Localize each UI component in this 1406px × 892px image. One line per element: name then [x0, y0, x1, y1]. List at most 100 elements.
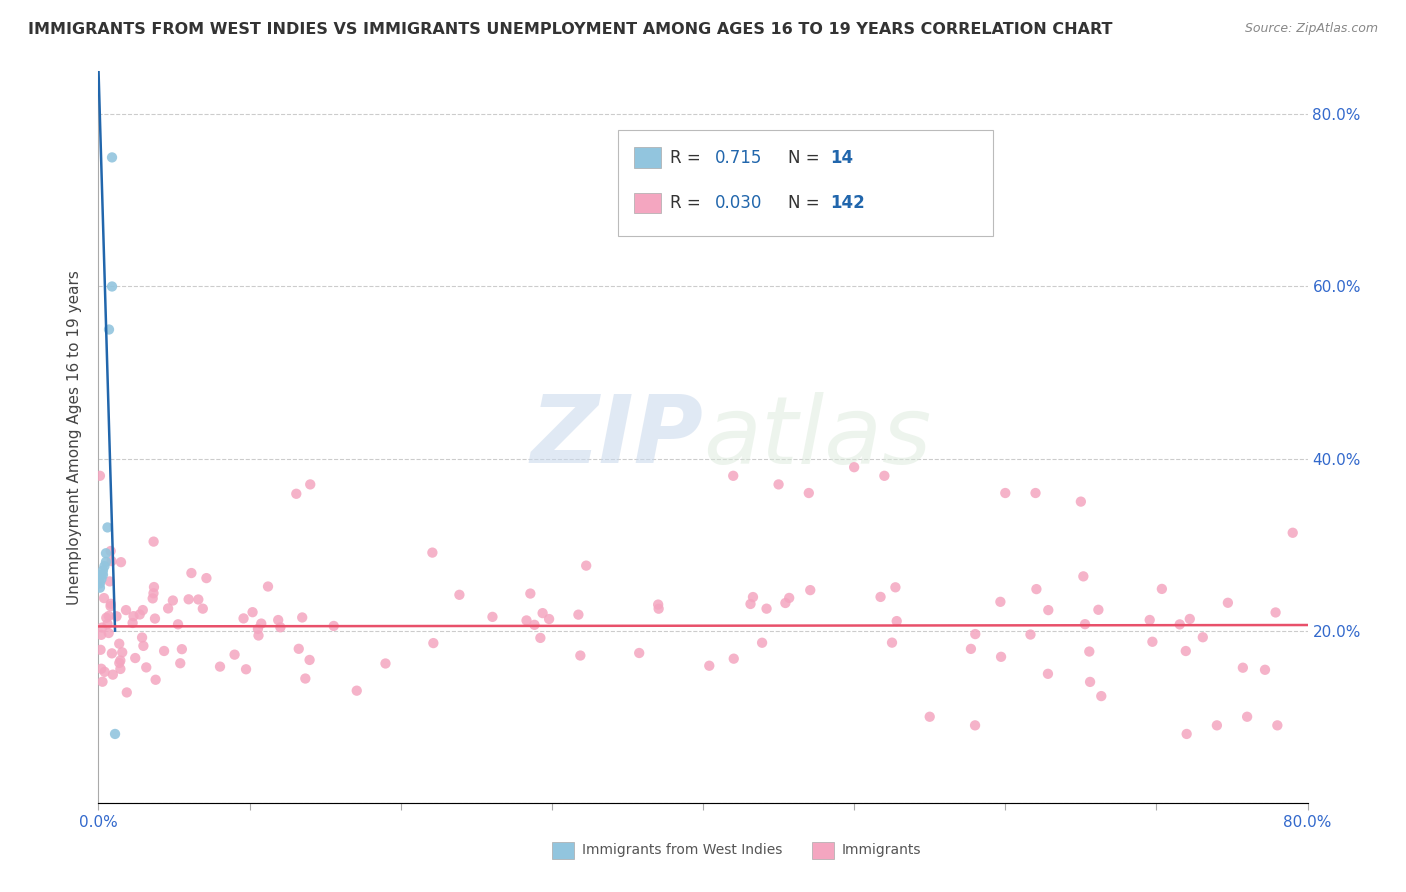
Y-axis label: Unemployment Among Ages 16 to 19 years: Unemployment Among Ages 16 to 19 years	[67, 269, 83, 605]
Point	[115, 603, 138, 617]
Point	[628, 646, 651, 660]
Point	[1281, 525, 1303, 540]
Point	[98, 322, 121, 336]
Point	[1206, 718, 1229, 732]
Point	[111, 645, 134, 659]
Point	[94, 555, 117, 569]
Point	[167, 617, 190, 632]
Text: 0.030: 0.030	[716, 194, 762, 212]
Point	[797, 486, 820, 500]
Point	[257, 580, 280, 594]
Point	[195, 571, 218, 585]
Point	[91, 621, 114, 635]
Point	[1087, 603, 1109, 617]
Point	[1254, 663, 1277, 677]
Point	[132, 603, 155, 617]
Point	[89, 468, 111, 483]
Point	[104, 727, 127, 741]
Point	[153, 644, 176, 658]
Point	[1264, 606, 1286, 620]
Point	[90, 567, 112, 582]
Point	[346, 683, 368, 698]
Point	[110, 555, 132, 569]
Text: 142: 142	[830, 194, 865, 212]
Point	[569, 648, 592, 663]
Point	[869, 590, 891, 604]
Point	[1150, 582, 1173, 596]
Point	[1036, 666, 1059, 681]
Point	[1090, 689, 1112, 703]
Point	[100, 544, 122, 558]
Point	[90, 628, 112, 642]
Point	[799, 583, 821, 598]
Point	[142, 586, 165, 600]
Point	[246, 622, 269, 636]
Text: N =: N =	[787, 149, 824, 167]
Point	[100, 554, 122, 568]
Point	[121, 615, 143, 630]
Point	[374, 657, 396, 671]
Point	[101, 667, 124, 681]
Point	[1025, 582, 1047, 596]
Point	[90, 662, 112, 676]
Point	[269, 620, 291, 634]
Point	[844, 460, 866, 475]
Point	[1139, 613, 1161, 627]
Point	[122, 609, 145, 624]
Point	[1078, 644, 1101, 658]
Point	[91, 564, 114, 578]
Point	[101, 150, 124, 164]
Point	[291, 610, 314, 624]
Text: 0.715: 0.715	[716, 149, 762, 167]
Point	[697, 658, 720, 673]
Point	[110, 662, 132, 676]
Point	[647, 598, 669, 612]
Point	[142, 534, 165, 549]
Point	[778, 591, 800, 605]
Point	[481, 610, 503, 624]
Point	[1267, 718, 1289, 732]
Point	[567, 607, 589, 622]
Point	[90, 642, 112, 657]
Point	[90, 572, 112, 586]
Point	[1175, 727, 1198, 741]
Point	[115, 685, 138, 699]
Point	[519, 586, 541, 600]
Point	[91, 567, 114, 582]
Point	[235, 662, 257, 676]
Point	[94, 546, 117, 560]
Text: IMMIGRANTS FROM WEST INDIES VS IMMIGRANTS UNEMPLOYMENT AMONG AGES 16 TO 19 YEARS: IMMIGRANTS FROM WEST INDIES VS IMMIGRANT…	[28, 22, 1112, 37]
Point	[93, 665, 115, 679]
Point	[180, 566, 202, 580]
Point	[299, 477, 322, 491]
Point	[100, 597, 122, 611]
Point	[886, 614, 908, 628]
Point	[91, 674, 114, 689]
Point	[1073, 569, 1095, 583]
Text: R =: R =	[671, 194, 706, 212]
Point	[128, 607, 150, 622]
Point	[768, 477, 790, 491]
Point	[101, 279, 124, 293]
Point	[89, 576, 111, 591]
Point	[965, 718, 987, 732]
Point	[143, 611, 166, 625]
Point	[242, 605, 264, 619]
Point	[250, 616, 273, 631]
Point	[98, 574, 121, 589]
Point	[449, 588, 471, 602]
FancyBboxPatch shape	[619, 130, 993, 235]
Point	[647, 601, 669, 615]
Point	[884, 580, 907, 594]
Point	[322, 619, 344, 633]
FancyBboxPatch shape	[634, 147, 661, 168]
FancyBboxPatch shape	[811, 841, 834, 859]
Point	[287, 641, 309, 656]
Point	[285, 487, 308, 501]
Point	[93, 591, 115, 606]
Point	[515, 614, 537, 628]
Point	[267, 613, 290, 627]
Point	[110, 653, 132, 667]
Point	[142, 591, 165, 606]
Point	[97, 626, 120, 640]
